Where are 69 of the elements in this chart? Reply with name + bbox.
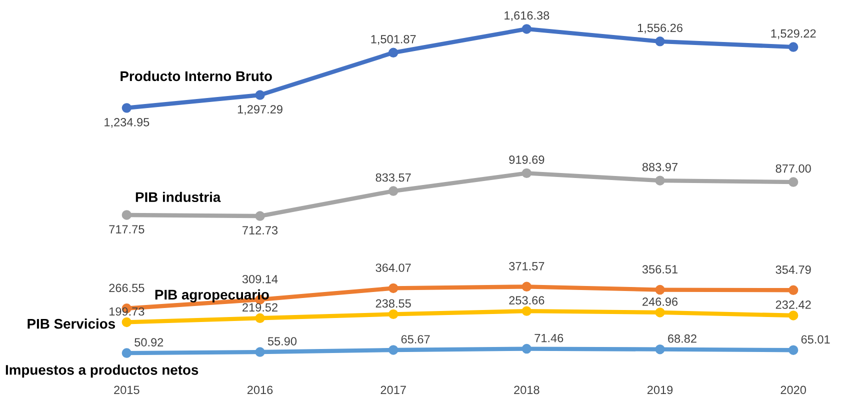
point	[655, 344, 665, 354]
series-label: PIB Servicios	[28, 318, 115, 329]
point	[788, 310, 798, 320]
data-label: 1,501.87	[371, 34, 416, 45]
point	[522, 344, 532, 354]
point	[388, 345, 398, 355]
point	[122, 103, 132, 113]
data-label: 919.69	[509, 156, 544, 164]
point	[255, 347, 265, 357]
data-label: 364.07	[376, 264, 411, 272]
data-label: 232.42	[776, 300, 811, 309]
point	[255, 313, 265, 323]
point	[122, 210, 132, 220]
point	[122, 348, 132, 358]
data-label: 712.73	[242, 226, 278, 234]
series-label: Producto Interno Bruto	[120, 70, 272, 82]
point	[655, 36, 665, 46]
data-label: 238.55	[376, 299, 411, 308]
data-label: 65.01	[801, 335, 830, 344]
point	[122, 317, 132, 328]
point	[255, 211, 265, 221]
series-label: Impuestos a productos netos	[6, 364, 198, 378]
point	[522, 24, 532, 34]
x-tick-label: 2019	[647, 386, 673, 394]
x-tick-label: 2016	[247, 386, 273, 394]
data-label: 877.00	[776, 164, 811, 173]
data-label: 883.97	[642, 162, 678, 172]
x-tick-label: 2018	[514, 386, 540, 394]
data-label: 266.55	[109, 284, 144, 292]
data-label: 371.57	[509, 262, 544, 270]
data-label: 354.79	[776, 265, 811, 274]
point	[655, 284, 665, 295]
point	[788, 177, 798, 187]
data-label: 68.82	[668, 334, 696, 343]
data-label: 71.46	[534, 334, 564, 342]
data-label: 65.67	[401, 335, 430, 344]
series-label: PIB industria	[136, 192, 221, 202]
data-label: 253.66	[509, 296, 544, 305]
data-label: 55.90	[268, 337, 297, 346]
data-label: 309.14	[242, 274, 278, 284]
data-label: 50.92	[134, 338, 164, 346]
x-tick-label: 2020	[780, 386, 806, 394]
data-label: 199.73	[110, 307, 144, 316]
data-label: 1,234.95	[104, 118, 150, 128]
point	[388, 283, 398, 294]
data-label: 717.75	[109, 225, 144, 234]
data-label: 1,297.29	[238, 105, 282, 115]
point	[655, 176, 665, 186]
point	[522, 168, 532, 178]
data-label: 1,616.38	[504, 11, 550, 22]
point	[388, 186, 398, 196]
point	[388, 309, 398, 320]
data-label: 833.57	[376, 173, 411, 182]
data-label: 246.96	[642, 298, 678, 306]
point	[788, 345, 798, 355]
x-tick-label: 2015	[114, 386, 140, 394]
x-tick-label: 2017	[380, 386, 406, 394]
series-label: PIB agropecuario	[155, 289, 269, 302]
point	[788, 42, 798, 52]
data-label: 1,556.26	[638, 24, 682, 34]
data-label: 219.52	[242, 303, 278, 312]
point	[388, 48, 398, 58]
point	[255, 90, 265, 100]
point	[522, 282, 532, 292]
data-label: 1,529.22	[771, 29, 816, 40]
point	[788, 285, 798, 295]
data-label: 356.51	[642, 265, 678, 274]
point	[522, 306, 532, 316]
point	[655, 308, 665, 318]
